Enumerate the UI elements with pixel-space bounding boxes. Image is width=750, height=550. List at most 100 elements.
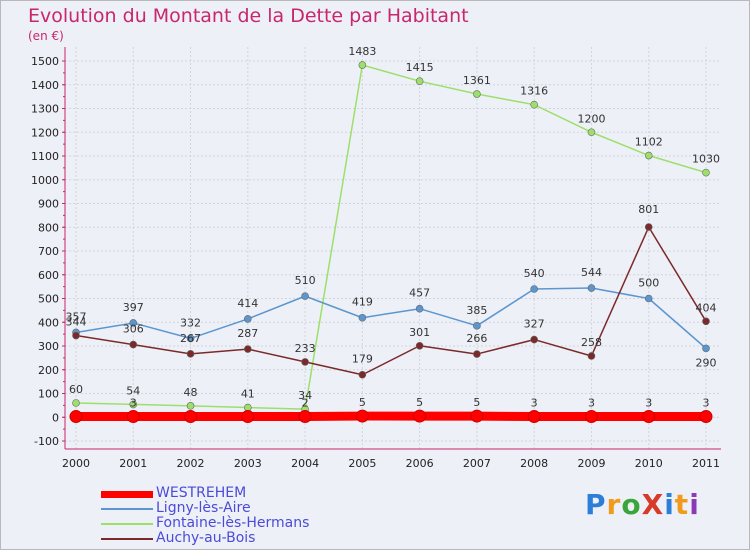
x-tick-label: 2003 (234, 457, 262, 470)
data-point (355, 409, 369, 423)
data-label: 1361 (463, 74, 491, 87)
data-point (413, 409, 427, 423)
x-tick-label: 2005 (348, 457, 376, 470)
data-label: 327 (524, 318, 545, 331)
data-label: 457 (409, 287, 430, 300)
data-label: 801 (638, 203, 659, 216)
x-tick-label: 2002 (177, 457, 205, 470)
legend-label: Ligny-lès-Aire (156, 500, 251, 516)
data-point (358, 313, 367, 322)
x-tick-label: 2011 (692, 457, 720, 470)
data-label: 5 (416, 396, 423, 409)
data-label: 1200 (577, 112, 605, 125)
y-tick-label: 1300 (31, 103, 59, 116)
logo-letter: i (689, 488, 700, 521)
data-label: 267 (180, 332, 201, 345)
y-tick-label: 0 (52, 411, 59, 424)
data-label: 397 (123, 301, 144, 314)
data-point (587, 128, 596, 137)
data-label: 2 (302, 397, 309, 410)
logo-letter: P (585, 488, 607, 521)
data-point (186, 350, 195, 358)
grid (65, 47, 721, 449)
data-point (702, 344, 710, 353)
y-tick-label: 1000 (31, 174, 59, 187)
series-line-2 (75, 64, 707, 410)
y-tick-label: 1400 (31, 79, 59, 92)
data-label: 306 (123, 323, 144, 336)
data-label: 1102 (635, 136, 663, 149)
data-point (415, 77, 424, 85)
data-point (244, 315, 252, 323)
axes: -100 0 100 200 300 400 500 600 700 800 900 1000 1100… (31, 47, 721, 470)
x-tick-label: 2008 (520, 457, 548, 470)
data-point (470, 409, 484, 423)
data-point (699, 410, 713, 424)
data-point (244, 345, 252, 353)
data-label: 60 (69, 383, 83, 396)
x-tick-label: 2009 (577, 457, 605, 470)
data-point (69, 410, 83, 424)
data-point (358, 370, 367, 379)
data-label: 414 (237, 297, 258, 310)
legend-swatch (101, 508, 153, 510)
data-label: 544 (581, 266, 602, 279)
y-tick-label: 900 (38, 198, 59, 211)
data-point (72, 399, 80, 407)
data-label: 1415 (406, 61, 434, 74)
data-point (358, 61, 367, 69)
x-tick-label: 2004 (291, 457, 319, 470)
data-label: 301 (409, 326, 430, 339)
data-point (587, 284, 596, 292)
data-point (241, 410, 255, 424)
data-label: 266 (466, 332, 487, 345)
data-label: 3 (531, 397, 538, 410)
data-point (129, 340, 138, 349)
data-point (301, 358, 309, 366)
x-tick-label: 2001 (119, 457, 147, 470)
data-label: 510 (295, 274, 316, 287)
data-label: 500 (638, 277, 659, 290)
data-point (244, 403, 252, 412)
logo-letter: r (606, 488, 622, 521)
data-point (415, 341, 424, 350)
y-tick-label: 200 (38, 364, 59, 377)
data-point (298, 410, 312, 424)
data-label: 233 (295, 342, 316, 355)
data-label: 1030 (692, 153, 720, 166)
data-point (473, 90, 481, 98)
proxiti-logo: ProXiti (585, 488, 700, 521)
data-label: 34 (298, 389, 312, 402)
data-point (129, 400, 138, 409)
logo-letter: i (664, 488, 675, 521)
series-line-1 (75, 287, 707, 349)
y-tick-label: 500 (38, 293, 59, 306)
series-layer (69, 61, 713, 424)
data-point (702, 317, 710, 326)
data-point (301, 292, 309, 300)
data-point (530, 100, 538, 109)
data-point (129, 319, 138, 327)
data-label: 290 (696, 356, 717, 369)
data-label: 54 (126, 384, 140, 397)
data-point (473, 322, 481, 330)
y-tick-label: 100 (38, 388, 59, 401)
data-label: 1483 (348, 45, 376, 58)
y-tick-label: 300 (38, 340, 59, 353)
data-label: 3 (588, 397, 595, 410)
legend-label: Auchy-au-Bois (156, 530, 256, 546)
legend-swatch (101, 523, 153, 525)
data-point (644, 151, 653, 160)
data-point (186, 402, 195, 410)
data-label: 5 (359, 396, 366, 409)
y-tick-label: 1200 (31, 126, 59, 139)
y-tick-label: 700 (38, 245, 59, 258)
data-point (530, 335, 538, 344)
data-point (642, 410, 656, 424)
data-point (644, 294, 653, 303)
data-point (186, 334, 195, 343)
data-point (584, 410, 598, 424)
data-point (184, 410, 198, 424)
